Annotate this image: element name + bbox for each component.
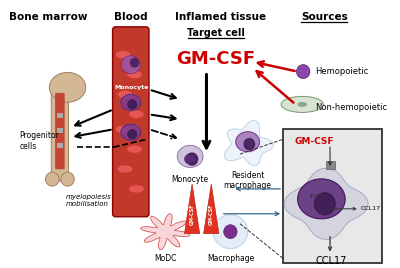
Bar <box>57 113 63 118</box>
Polygon shape <box>128 130 136 139</box>
Polygon shape <box>186 153 198 165</box>
Bar <box>57 143 63 148</box>
Polygon shape <box>177 146 203 167</box>
FancyBboxPatch shape <box>112 27 149 217</box>
Ellipse shape <box>61 172 74 186</box>
Text: CCL17: CCL17 <box>361 206 381 211</box>
Ellipse shape <box>46 172 59 186</box>
Ellipse shape <box>49 72 86 102</box>
FancyBboxPatch shape <box>55 93 65 169</box>
Ellipse shape <box>127 70 142 79</box>
Text: myelopoiesis
mobilisation: myelopoiesis mobilisation <box>66 194 111 207</box>
Ellipse shape <box>130 58 140 68</box>
Ellipse shape <box>129 185 144 193</box>
Polygon shape <box>284 168 368 239</box>
Polygon shape <box>184 184 200 234</box>
Bar <box>57 128 63 133</box>
Polygon shape <box>121 94 141 110</box>
Text: GM-CSF: GM-CSF <box>294 137 334 146</box>
Ellipse shape <box>224 225 237 239</box>
Ellipse shape <box>296 65 310 79</box>
Ellipse shape <box>184 154 196 164</box>
Text: CCL17: CCL17 <box>315 255 347 266</box>
Polygon shape <box>298 179 345 219</box>
Text: GM-CSF: GM-CSF <box>176 50 256 68</box>
Bar <box>326 161 335 169</box>
Text: Target cell: Target cell <box>187 28 245 38</box>
Text: IRF4→CCL17: IRF4→CCL17 <box>285 239 333 248</box>
Text: Bone marrow: Bone marrow <box>9 12 88 22</box>
Ellipse shape <box>116 51 131 59</box>
Polygon shape <box>128 100 136 109</box>
Text: Inflamed tissue: Inflamed tissue <box>175 12 266 22</box>
Ellipse shape <box>117 91 133 98</box>
Polygon shape <box>204 184 219 234</box>
Text: Hemopoietic: Hemopoietic <box>315 67 368 76</box>
Text: Resident
macrophage: Resident macrophage <box>224 171 272 191</box>
Text: Monocyte: Monocyte <box>114 85 149 90</box>
Text: Progenitor
cells: Progenitor cells <box>20 131 60 151</box>
Text: Sources: Sources <box>301 12 348 22</box>
Text: Monocyte: Monocyte <box>172 175 209 184</box>
Ellipse shape <box>117 165 133 173</box>
Ellipse shape <box>127 145 142 153</box>
Text: survival: survival <box>285 184 315 193</box>
Ellipse shape <box>129 110 144 118</box>
Polygon shape <box>314 193 335 215</box>
Text: IRF4: IRF4 <box>309 194 323 199</box>
Ellipse shape <box>121 56 140 74</box>
Text: MoDC: MoDC <box>154 254 176 263</box>
Text: GM-CSF: GM-CSF <box>209 203 214 225</box>
Text: Macrophage: Macrophage <box>207 254 254 263</box>
Ellipse shape <box>298 102 307 107</box>
Polygon shape <box>236 132 260 152</box>
FancyBboxPatch shape <box>51 85 68 181</box>
Text: Blood: Blood <box>114 12 148 22</box>
Text: differentiation/
polarization
IL-1β, TNF,
proteases, ROS,
etc.: differentiation/ polarization IL-1β, TNF… <box>285 199 340 233</box>
Text: GM-CSF: GM-CSF <box>190 203 194 225</box>
Polygon shape <box>121 124 141 140</box>
Polygon shape <box>244 139 254 150</box>
Polygon shape <box>213 215 248 249</box>
FancyBboxPatch shape <box>283 129 382 263</box>
Polygon shape <box>224 121 274 166</box>
Ellipse shape <box>116 125 131 133</box>
Polygon shape <box>281 96 323 112</box>
Text: Non-hemopoietic: Non-hemopoietic <box>315 103 387 112</box>
Polygon shape <box>141 214 190 250</box>
